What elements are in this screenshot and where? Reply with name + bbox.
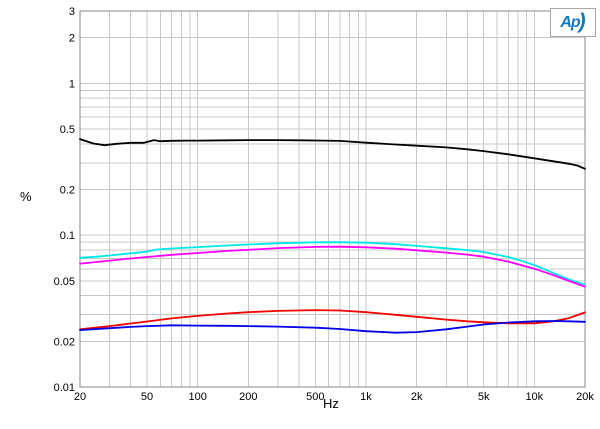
x-tick-label: 20k <box>576 391 594 403</box>
x-tick-label: 100 <box>188 391 206 403</box>
x-tick-label: 500 <box>306 391 324 403</box>
y-tick-label: 0.01 <box>54 382 75 394</box>
x-tick-label: 2k <box>411 391 423 403</box>
series-cyan-trace <box>79 241 586 286</box>
x-tick-label: 20 <box>74 391 86 403</box>
series-magenta-trace <box>79 245 586 288</box>
y-tick-label: 0.5 <box>60 124 75 136</box>
ap-logo: Ap) <box>550 8 596 37</box>
y-axis-unit-label: % <box>20 189 32 204</box>
x-tick-label: 50 <box>141 391 153 403</box>
plot-frame <box>79 10 586 388</box>
y-tick-label: 0.2 <box>60 185 75 197</box>
y-tick-label: 1 <box>69 78 75 90</box>
ap-logo-arc-icon: ) <box>578 10 586 33</box>
ap-logo-text: Ap <box>560 13 580 31</box>
y-tick-label: 0.02 <box>54 336 75 348</box>
x-tick-label: 5k <box>478 391 490 403</box>
y-tick-label: 2 <box>69 33 75 45</box>
series-black-trace <box>79 138 586 170</box>
x-tick-label: 10k <box>525 391 543 403</box>
y-tick-label: 3 <box>69 6 75 18</box>
series-red-trace <box>79 309 586 331</box>
y-tick-label: 0.1 <box>60 230 75 242</box>
x-axis-unit-label: Hz <box>323 396 339 411</box>
x-tick-label: 1k <box>360 391 372 403</box>
y-tick-label: 0.05 <box>54 276 75 288</box>
x-tick-label: 200 <box>239 391 257 403</box>
series-blue-trace <box>79 320 586 334</box>
